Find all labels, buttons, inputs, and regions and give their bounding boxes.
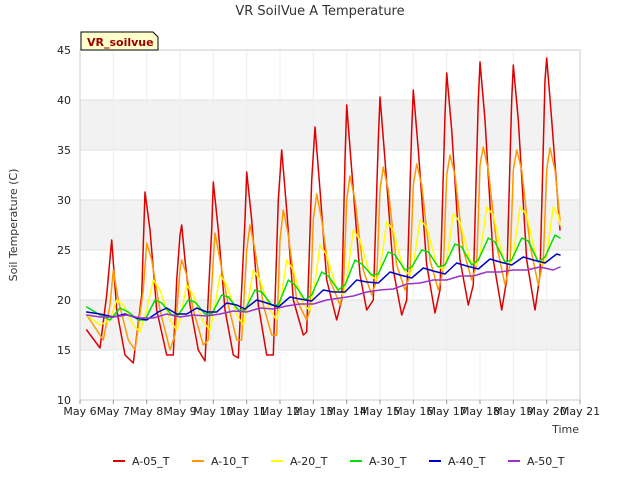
x-tick-label: May 20: [527, 405, 567, 418]
x-tick-label: May 7: [97, 405, 130, 418]
legend-label: A-20_T: [290, 455, 328, 468]
y-tick-label: 15: [57, 344, 71, 357]
y-tick-label: 35: [57, 144, 71, 157]
plot-bands: [80, 100, 580, 350]
y-tick-label: 45: [57, 44, 71, 57]
series-line-a-40-t: [85, 253, 561, 321]
data-lines: [85, 57, 561, 364]
x-axis-label: Time: [551, 423, 579, 436]
x-tick-label: May 19: [493, 405, 533, 418]
chart-title: VR SoilVue A Temperature: [235, 4, 404, 19]
legend: A-05_T A-10_T A-20_T A-30_T A-40_T A-50_T: [113, 455, 565, 468]
legend-label: A-10_T: [211, 455, 249, 468]
x-tick-label: May 15: [360, 405, 400, 418]
x-tick-label: May 13: [293, 405, 333, 418]
legend-label: A-30_T: [369, 455, 407, 468]
series-line-a-10-t: [85, 146, 561, 351]
legend-item: A-05_T: [113, 455, 170, 468]
y-axis-label: Soil Temperature (C): [7, 169, 20, 282]
legend-label: A-05_T: [132, 455, 170, 468]
series-line-a-50-t: [85, 266, 561, 319]
y-tick-label: 30: [57, 194, 71, 207]
legend-item: A-30_T: [350, 455, 407, 468]
legend-item: A-40_T: [429, 455, 486, 468]
x-tick-label: May 11: [227, 405, 267, 418]
y-tick-label: 25: [57, 244, 71, 257]
x-tick-label: May 18: [460, 405, 500, 418]
legend-item: A-50_T: [508, 455, 565, 468]
x-tick-label: May 10: [193, 405, 233, 418]
x-tick-label: May 8: [130, 405, 163, 418]
badge-box: [80, 31, 159, 51]
plot-band: [80, 100, 580, 150]
y-axis-ticks: 10 15 20 25 30 35 40 45: [57, 44, 71, 407]
x-tick-label: May 9: [163, 405, 196, 418]
legend-label: A-40_T: [448, 455, 486, 468]
x-tick-label: May 16: [393, 405, 433, 418]
plot-band: [80, 300, 580, 350]
x-tick-label: May 17: [427, 405, 467, 418]
plot-frame: [79, 49, 581, 401]
x-tick-label: May 6: [63, 405, 96, 418]
y-tick-label: 40: [57, 94, 71, 107]
series-line-a-20-t: [85, 206, 561, 333]
badge-label: VR_soilvue: [87, 36, 154, 49]
x-tick-label: May 21: [560, 405, 600, 418]
y-tick-label: 10: [57, 394, 71, 407]
badge: VR_soilvue: [80, 31, 159, 51]
y-tick-label: 20: [57, 294, 71, 307]
legend-item: A-10_T: [192, 455, 249, 468]
x-tick-label: May 14: [327, 405, 367, 418]
x-tick-label: May 12: [260, 405, 300, 418]
legend-label: A-50_T: [527, 455, 565, 468]
legend-item: A-20_T: [271, 455, 328, 468]
plot-band: [80, 200, 580, 250]
